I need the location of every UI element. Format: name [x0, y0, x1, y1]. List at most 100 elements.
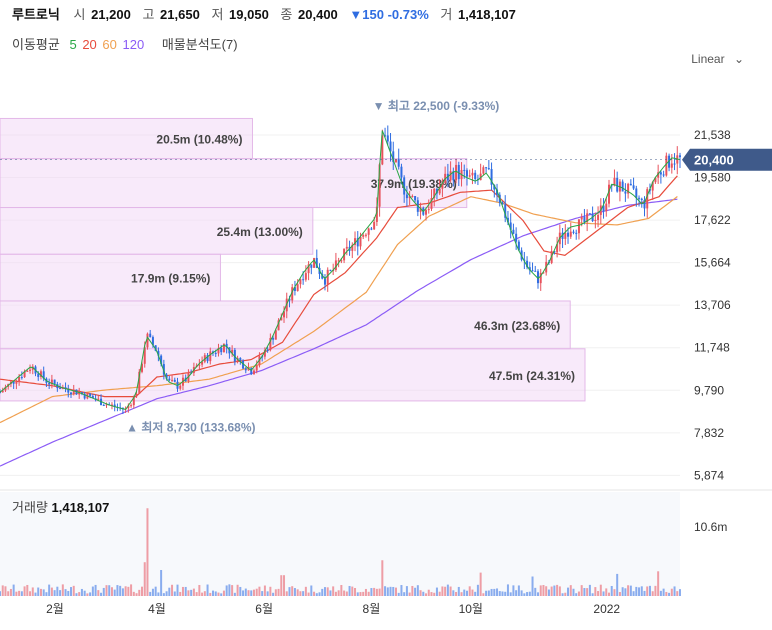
candle-body — [629, 183, 632, 186]
volume-bar — [296, 589, 299, 596]
candle-body — [397, 159, 400, 167]
volume-bar — [315, 593, 318, 596]
volume-bar — [132, 591, 135, 596]
volume-bar — [102, 587, 105, 596]
volume-bar — [70, 587, 73, 596]
volume-bar — [244, 588, 247, 596]
candle-body — [149, 333, 152, 338]
volume-bar — [504, 591, 507, 596]
candle-body — [53, 379, 56, 385]
volume-bar — [228, 584, 231, 596]
volume-bar — [313, 591, 316, 596]
volume-bar — [422, 591, 425, 596]
volume-bar — [621, 587, 624, 596]
candle-body — [296, 284, 299, 291]
current-price-tag — [682, 148, 772, 171]
open-price: 21,200 — [91, 7, 131, 22]
volume-bar — [37, 587, 40, 596]
volume-profile-toggle[interactable]: 매물분석도(7) — [161, 37, 238, 52]
candle-body — [539, 272, 542, 284]
candle-body — [48, 382, 51, 385]
candle-body — [635, 188, 638, 198]
volume-bar — [613, 589, 616, 596]
candle-body — [280, 317, 283, 321]
volume-bar — [154, 586, 157, 596]
candle-body — [441, 182, 444, 189]
candle-body — [78, 392, 81, 395]
stock-name: 루트로닉 — [12, 7, 60, 22]
candle-body — [553, 251, 556, 253]
candle-body — [293, 287, 296, 291]
volume-bar — [285, 591, 288, 596]
time-axis-label: 2022 — [593, 602, 620, 616]
candle-body — [288, 298, 291, 301]
volume-bar — [50, 587, 53, 596]
candle-body — [113, 404, 116, 407]
candle-body — [173, 379, 176, 382]
candle-body — [157, 350, 160, 356]
ma5-line — [0, 130, 681, 411]
volume-bar — [479, 572, 482, 596]
ma20-line — [0, 175, 678, 398]
volume-bar — [501, 591, 504, 596]
volume-bar — [124, 586, 127, 596]
volume-bar — [438, 591, 441, 596]
candle-body — [12, 381, 15, 384]
ma120-label[interactable]: 120 — [122, 37, 145, 52]
time-axis-label: 4월 — [148, 602, 166, 616]
volume-bar — [378, 588, 381, 596]
candle-body — [468, 175, 471, 177]
volume-bar — [176, 584, 179, 596]
volume-bar — [198, 584, 201, 596]
volume-bar — [340, 585, 343, 596]
volume-bar — [165, 591, 168, 596]
candle-body — [411, 196, 414, 198]
volume-bar — [181, 586, 184, 596]
candle-body — [37, 373, 40, 377]
volume-bar — [190, 589, 193, 596]
candle-body — [378, 164, 381, 207]
candle-body — [613, 177, 616, 186]
candle-body — [414, 196, 417, 201]
volume-bar — [23, 586, 26, 596]
volume-bar — [457, 586, 460, 596]
ma20-label[interactable]: 20 — [82, 37, 97, 52]
volume-bar — [53, 590, 56, 596]
moving-average-title[interactable]: 이동평균 — [12, 37, 60, 52]
volume-bar — [329, 590, 332, 596]
price-axis-label: 13,706 — [694, 298, 731, 312]
scale-mode-selector[interactable]: Linear ⌄ — [691, 52, 744, 66]
volume-bar — [668, 592, 671, 596]
volume-profile-bar — [0, 158, 468, 209]
volume-bar — [201, 592, 204, 596]
volume-bar — [113, 589, 116, 596]
volume-bar — [231, 585, 234, 596]
volume-bar — [640, 586, 643, 596]
candle-body — [482, 167, 485, 174]
candle-body — [105, 404, 108, 406]
candle-body — [597, 214, 600, 220]
volume-bar — [386, 587, 389, 596]
candle-body — [673, 163, 676, 165]
close-label: 종 — [280, 7, 293, 22]
volume-bar — [536, 592, 539, 596]
ma60-label[interactable]: 60 — [102, 37, 117, 52]
volume-bar — [542, 585, 545, 596]
ma5-label[interactable]: 5 — [69, 37, 77, 52]
candle-body — [627, 183, 630, 194]
volume-bar — [266, 591, 269, 596]
volume-bar — [474, 591, 477, 596]
price-axis-label: 17,622 — [694, 213, 731, 227]
volume-bar — [468, 586, 471, 596]
candle-body — [375, 206, 378, 222]
volume-bar — [389, 586, 392, 596]
candle-body — [154, 345, 157, 351]
candle-body — [132, 396, 135, 406]
volume-bar — [624, 588, 627, 596]
candle-body — [496, 189, 499, 195]
volume-bar — [375, 588, 378, 596]
candle-body — [651, 182, 654, 191]
candle-body — [143, 347, 146, 364]
volume-bar — [302, 591, 305, 596]
